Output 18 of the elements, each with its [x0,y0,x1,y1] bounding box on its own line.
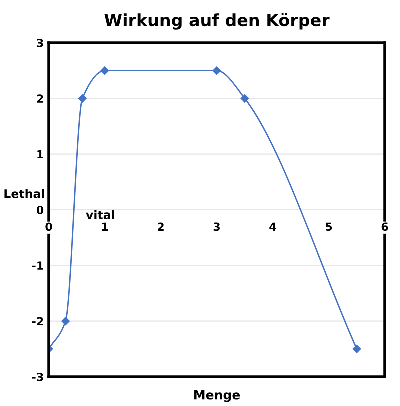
y-tick-label: -2 [32,317,44,326]
x-tick-label: 0 [46,222,52,232]
x-tick-label: 1 [102,222,108,231]
y-tick-label: 0 [36,206,44,214]
chart-title: Wirkung auf den Körper [104,13,330,30]
y-tick-label: 3 [37,38,44,48]
y-tick-label: 1 [38,150,44,159]
x-tick-label: 5 [326,222,332,232]
x-tick-label: 6 [382,222,388,232]
y-tick-label: -1 [32,262,44,270]
annotation: vital [86,210,114,220]
x-tick-label: 2 [158,222,164,231]
x-tick-label: 3 [214,222,220,232]
y-tick-label: 2 [37,94,44,103]
y-tick-label: -3 [32,372,44,382]
x-tick-label: 4 [270,222,276,231]
text: Lethal [4,189,44,198]
x-axis-title: Menge [194,390,240,402]
